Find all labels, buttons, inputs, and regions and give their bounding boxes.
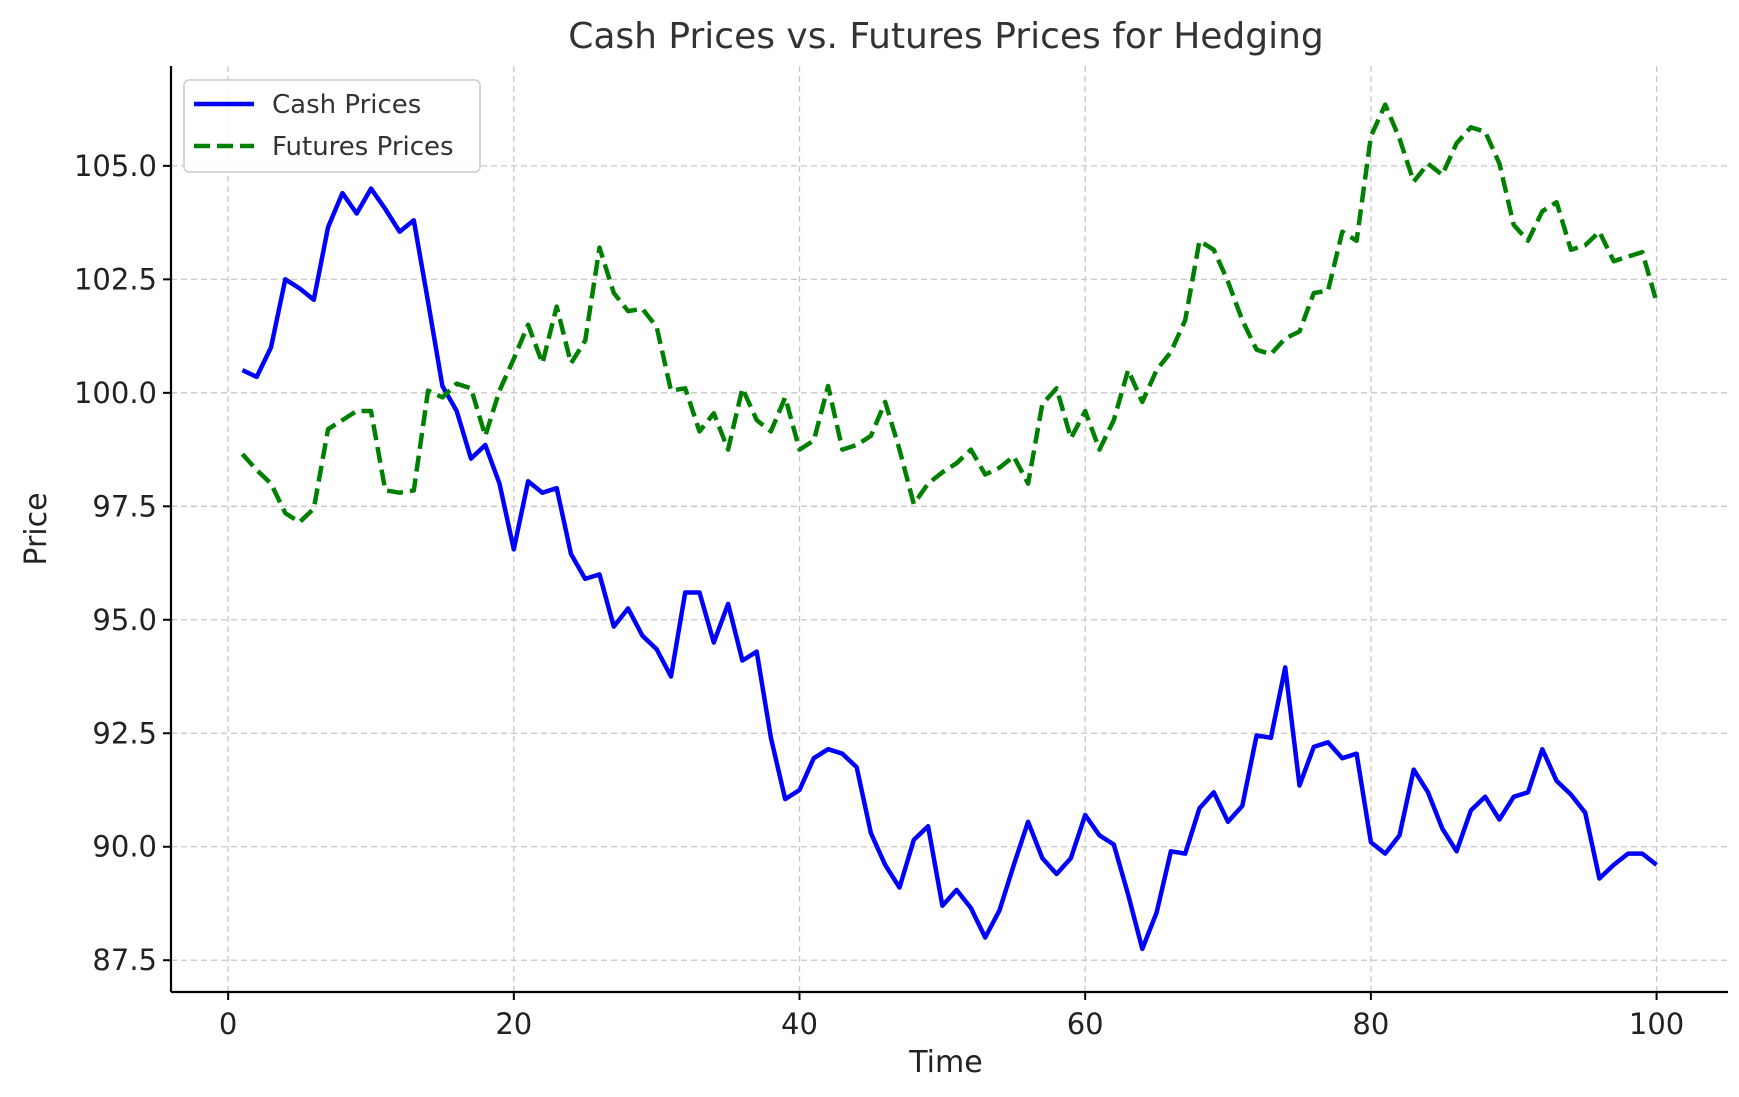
- legend-box: [183, 79, 481, 173]
- y-tick-label: 87.5: [92, 943, 157, 977]
- x-tick-label: 40: [781, 1007, 818, 1041]
- axes-spines: [169, 66, 1728, 994]
- x-tick-label: 60: [1067, 1007, 1104, 1041]
- x-tick-label: 0: [219, 1007, 237, 1041]
- x-tick-label: 100: [1629, 1007, 1684, 1041]
- legend-label-futures-prices: Futures Prices: [272, 132, 454, 162]
- y-tick-label: 105.0: [74, 149, 157, 183]
- x-axis-label: Time: [908, 1045, 982, 1080]
- gridlines: [171, 66, 1728, 992]
- series-layer: [240, 102, 1659, 952]
- legend: Cash Prices Futures Prices: [183, 79, 481, 173]
- y-tick-label: 97.5: [92, 489, 157, 523]
- legend-label-cash-prices: Cash Prices: [272, 90, 421, 120]
- y-tick-label: 90.0: [92, 830, 157, 864]
- y-tick-label: 100.0: [74, 376, 157, 410]
- y-tick-label: 102.5: [74, 262, 157, 296]
- x-tick-label: 80: [1352, 1007, 1389, 1041]
- y-axis-label: Price: [19, 492, 54, 565]
- x-tick-label: 20: [495, 1007, 532, 1041]
- y-tick-label: 92.5: [92, 716, 157, 750]
- series-line-futures-prices: [240, 102, 1659, 525]
- ticks: 0 20 40 60 80 100 87.5 90.0 92.5 95.0 97.5 100.0 102…: [74, 149, 1684, 1041]
- series-line-cash-prices: [241, 186, 1658, 952]
- y-tick-label: 95.0: [92, 603, 157, 637]
- chart-title: Cash Prices vs. Futures Prices for Hedgi…: [568, 16, 1324, 57]
